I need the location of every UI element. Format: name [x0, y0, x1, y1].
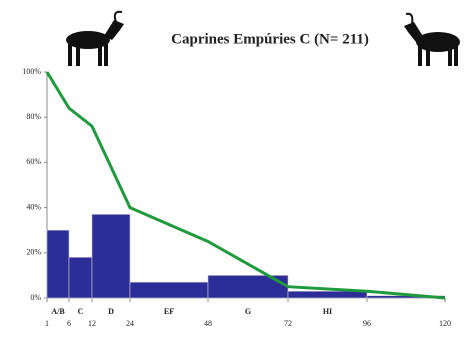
bar — [46, 229, 70, 299]
class-label: G — [245, 307, 251, 316]
x-tick-label: 24 — [126, 319, 134, 328]
goat-right — [404, 12, 460, 66]
x-tick-label: 120 — [439, 319, 451, 328]
y-tick-label: 20% — [26, 248, 41, 257]
x-tick-label: 12 — [88, 319, 96, 328]
y-tick-label: 0% — [30, 293, 41, 302]
class-label: HI — [323, 307, 332, 316]
survival-curve — [45, 71, 446, 300]
bar — [129, 281, 209, 299]
x-tick-label: 6 — [67, 319, 71, 328]
class-label: A/B — [51, 307, 65, 316]
y-tick-label: 40% — [26, 202, 41, 211]
class-label: EF — [164, 307, 174, 316]
goat-left — [66, 10, 124, 66]
y-tick-label: 80% — [26, 112, 41, 121]
chart-title: Caprines Empúries C (N= 211) — [171, 31, 369, 47]
y-tick-label: 100% — [22, 67, 41, 76]
bar — [91, 214, 131, 299]
bar — [287, 290, 368, 299]
x-tick-label: 72 — [284, 319, 292, 328]
bar — [68, 257, 93, 299]
x-tick-label: 48 — [204, 319, 212, 328]
x-tick-label: 96 — [363, 319, 371, 328]
class-label: D — [108, 307, 114, 316]
class-label: C — [78, 307, 84, 316]
y-tick-label: 60% — [26, 157, 41, 166]
x-tick-label: 1 — [45, 319, 49, 328]
